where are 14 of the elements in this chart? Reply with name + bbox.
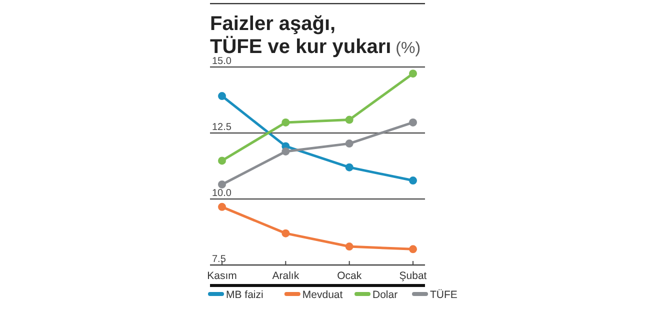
y-tick-label: 10.0 <box>212 188 232 199</box>
x-tick-label: Kasım <box>207 270 238 282</box>
legend-label: MB faizi <box>226 289 264 301</box>
y-tick-label: 12.5 <box>212 122 232 133</box>
x-tick-label: Şubat <box>399 270 427 282</box>
legend-label: TÜFE <box>430 289 458 301</box>
chart-title: Faizler aşağı, TÜFE ve kur yukarı <box>210 13 392 58</box>
legend-label: Mevduat <box>302 289 343 301</box>
chart-subtitle: (%) <box>391 40 421 57</box>
y-tick-label: 7.5 <box>212 254 226 265</box>
y-tick-label: 15.0 <box>212 56 232 67</box>
x-tick-label: Ocak <box>337 270 362 282</box>
x-tick-label: Aralık <box>272 270 300 282</box>
legend-label: Dolar <box>372 289 398 301</box>
